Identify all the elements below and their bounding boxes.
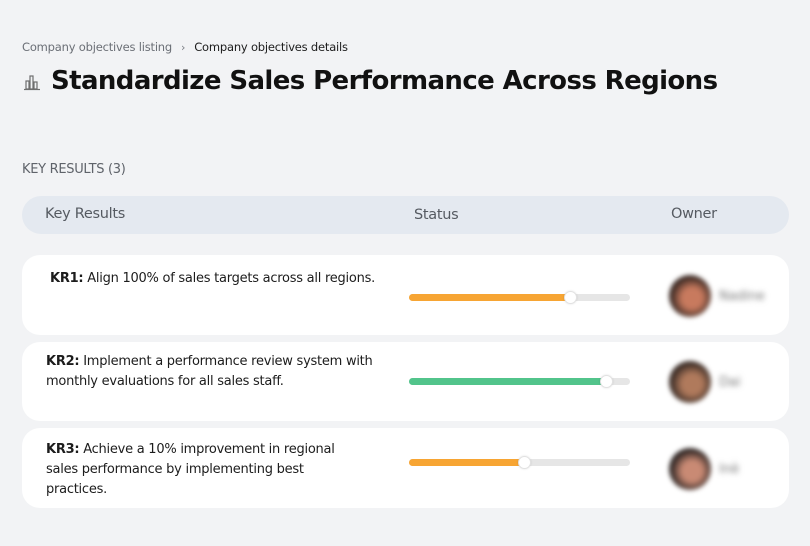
page-header: Standardize Sales Performance Across Reg… [22, 66, 718, 96]
progress-knob [517, 456, 531, 469]
column-header-status: Status [414, 207, 459, 223]
progress-bar [409, 375, 630, 388]
key-results-count-label: KEY RESULTS (3) [22, 162, 126, 177]
owner-name: Dai [719, 374, 741, 390]
progress-knob [564, 291, 578, 304]
table-header: Key Results Status Owner [22, 196, 789, 234]
column-header-owner: Owner [671, 206, 717, 222]
owner-cell[interactable]: Inè [669, 448, 739, 490]
table-row-kr1[interactable]: KR1: Align 100% of sales targets across … [22, 255, 789, 335]
key-result-id: KR3: [46, 442, 80, 457]
page-title: Standardize Sales Performance Across Reg… [51, 66, 718, 96]
key-result-id: KR1: [50, 271, 84, 286]
owner-cell[interactable]: Dai [669, 361, 741, 403]
key-result-text: KR3: Achieve a 10% improvement in region… [46, 440, 346, 500]
breadcrumb-link-listing[interactable]: Company objectives listing [22, 40, 172, 54]
progress-fill [409, 294, 571, 301]
key-result-description: Achieve a 10% improvement in regional sa… [46, 442, 335, 497]
key-result-id: KR2: [46, 354, 80, 369]
owner-name: Nadine [719, 288, 765, 304]
table-row-kr2[interactable]: KR2: Implement a performance review syst… [22, 342, 789, 421]
progress-bar [409, 456, 630, 469]
progress-fill [409, 378, 606, 385]
key-result-text: KR1: Align 100% of sales targets across … [50, 269, 380, 289]
column-header-key-results: Key Results [45, 206, 125, 222]
avatar [669, 361, 711, 403]
key-result-description: Implement a performance review system wi… [46, 354, 373, 389]
owner-name: Inè [719, 461, 740, 477]
chevron-right-icon: › [181, 40, 186, 54]
progress-knob [599, 375, 613, 388]
progress-bar [409, 291, 630, 304]
owner-cell[interactable]: Nadine [669, 275, 765, 317]
avatar [669, 275, 711, 317]
table-row-kr3[interactable]: KR3: Achieve a 10% improvement in region… [22, 428, 789, 508]
key-result-text: KR2: Implement a performance review syst… [46, 352, 386, 392]
progress-fill [409, 459, 524, 466]
breadcrumb-current: Company objectives details [194, 40, 348, 54]
buildings-chart-icon [24, 75, 40, 91]
avatar [669, 448, 711, 490]
breadcrumb: Company objectives listing › Company obj… [22, 40, 348, 54]
key-result-description: Align 100% of sales targets across all r… [83, 271, 375, 286]
